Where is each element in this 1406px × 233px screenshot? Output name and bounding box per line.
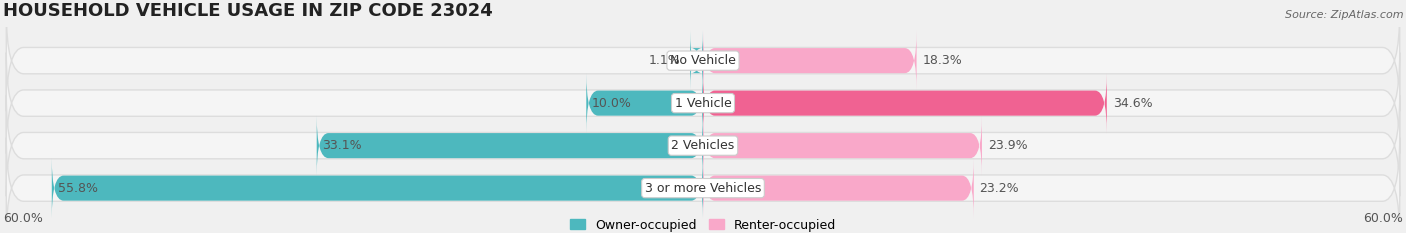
FancyBboxPatch shape xyxy=(703,31,917,91)
Text: 33.1%: 33.1% xyxy=(322,139,363,152)
FancyBboxPatch shape xyxy=(6,53,1400,154)
Text: Source: ZipAtlas.com: Source: ZipAtlas.com xyxy=(1285,10,1403,20)
Text: 55.8%: 55.8% xyxy=(58,182,97,195)
Text: 60.0%: 60.0% xyxy=(3,212,42,225)
FancyBboxPatch shape xyxy=(690,31,703,91)
FancyBboxPatch shape xyxy=(6,95,1400,196)
Text: 34.6%: 34.6% xyxy=(1112,97,1153,110)
FancyBboxPatch shape xyxy=(586,73,703,133)
Text: 2 Vehicles: 2 Vehicles xyxy=(672,139,734,152)
Text: 60.0%: 60.0% xyxy=(1364,212,1403,225)
FancyBboxPatch shape xyxy=(316,116,703,176)
Text: 23.9%: 23.9% xyxy=(988,139,1028,152)
Text: 10.0%: 10.0% xyxy=(592,97,633,110)
FancyBboxPatch shape xyxy=(52,158,703,218)
Legend: Owner-occupied, Renter-occupied: Owner-occupied, Renter-occupied xyxy=(569,219,837,232)
FancyBboxPatch shape xyxy=(6,137,1400,233)
Text: 1 Vehicle: 1 Vehicle xyxy=(675,97,731,110)
FancyBboxPatch shape xyxy=(703,158,974,218)
Text: 3 or more Vehicles: 3 or more Vehicles xyxy=(645,182,761,195)
Text: HOUSEHOLD VEHICLE USAGE IN ZIP CODE 23024: HOUSEHOLD VEHICLE USAGE IN ZIP CODE 2302… xyxy=(3,2,492,20)
FancyBboxPatch shape xyxy=(6,10,1400,111)
FancyBboxPatch shape xyxy=(703,73,1107,133)
Text: No Vehicle: No Vehicle xyxy=(671,54,735,67)
FancyBboxPatch shape xyxy=(703,116,981,176)
Text: 1.1%: 1.1% xyxy=(650,54,681,67)
Text: 18.3%: 18.3% xyxy=(922,54,962,67)
Text: 23.2%: 23.2% xyxy=(980,182,1019,195)
